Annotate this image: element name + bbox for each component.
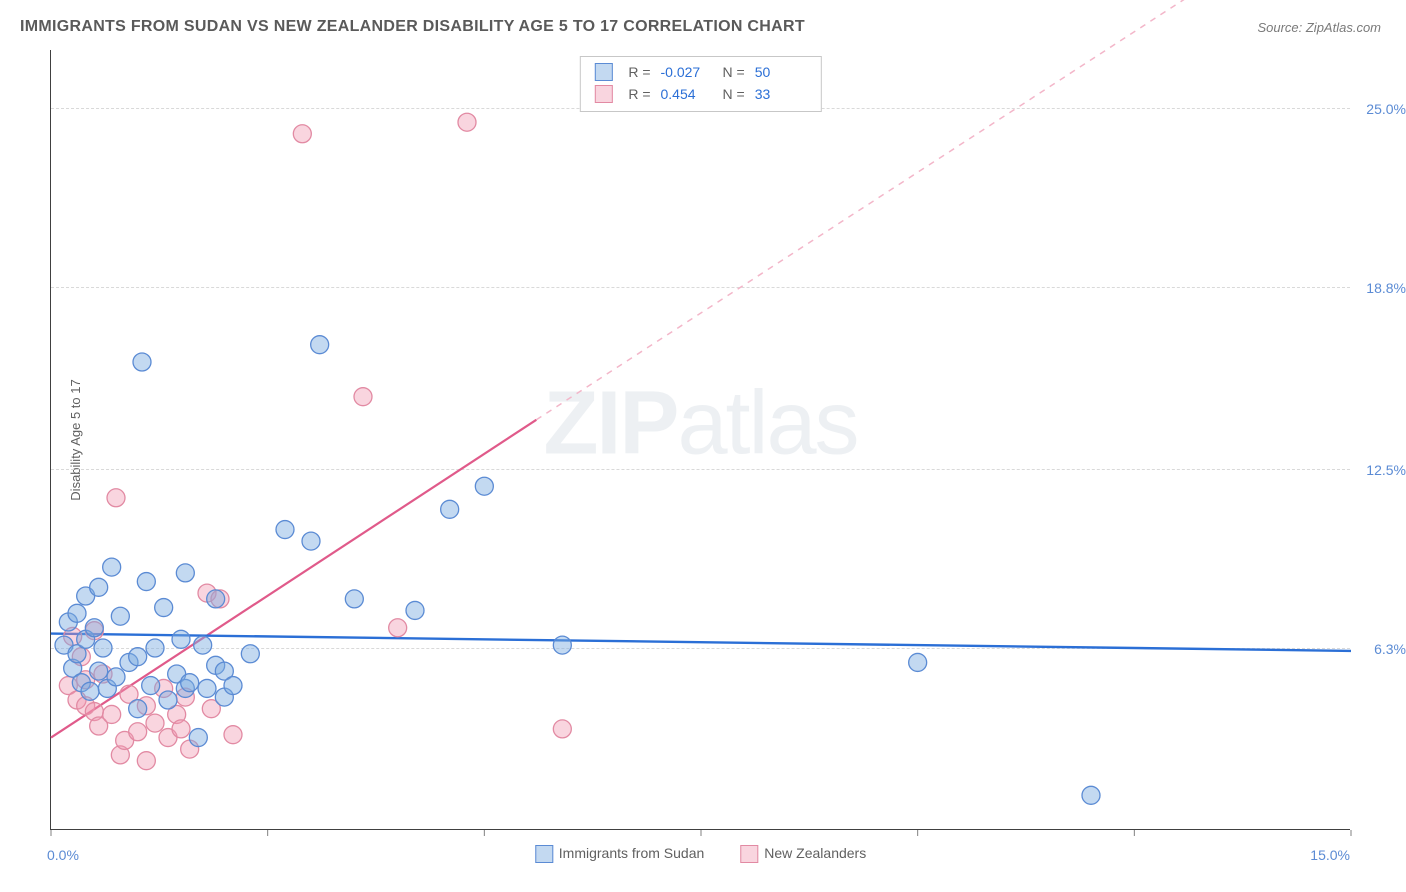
legend-item-b: New Zealanders: [740, 845, 866, 863]
legend-label-a: Immigrants from Sudan: [559, 845, 705, 861]
legend-label-b: New Zealanders: [764, 845, 866, 861]
y-tick-label: 25.0%: [1366, 101, 1406, 117]
legend-swatch-icon: [535, 845, 553, 863]
y-tick-label: 12.5%: [1366, 462, 1406, 478]
plot-area: Disability Age 5 to 17 ZIPatlas 6.3% 12.…: [50, 50, 1350, 830]
legend-item-a: Immigrants from Sudan: [535, 845, 705, 863]
chart-title: IMMIGRANTS FROM SUDAN VS NEW ZEALANDER D…: [20, 18, 805, 36]
x-min-label: 0.0%: [47, 847, 79, 863]
source-label: Source: ZipAtlas.com: [1257, 20, 1381, 35]
plot-svg: [51, 50, 1350, 829]
legend-swatch-icon: [740, 845, 758, 863]
y-tick-label: 18.8%: [1366, 280, 1406, 296]
x-max-label: 15.0%: [1310, 847, 1350, 863]
legend-bottom: Immigrants from Sudan New Zealanders: [535, 845, 866, 863]
y-tick-label: 6.3%: [1374, 641, 1406, 657]
